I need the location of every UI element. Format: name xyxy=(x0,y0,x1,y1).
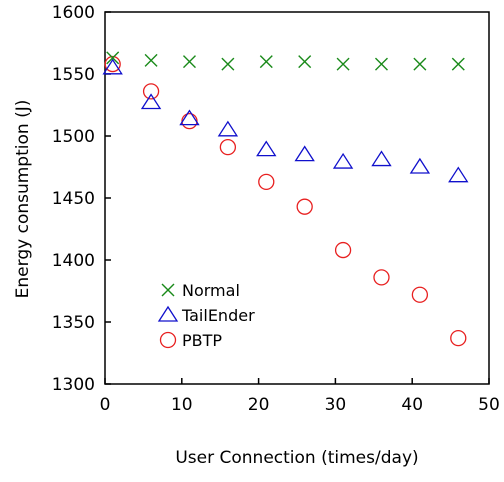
y-axis-label: Energy consumption (J) xyxy=(13,100,33,299)
series-normal xyxy=(106,51,465,71)
data-point-normal xyxy=(221,57,235,71)
data-point-pbtp xyxy=(450,329,467,347)
legend-item-pbtp: PBTP xyxy=(159,331,222,350)
legend-marker xyxy=(159,331,177,349)
y-tick-label: 1350 xyxy=(52,313,95,333)
data-point-pbtp xyxy=(219,139,237,156)
data-point-pbtp xyxy=(296,198,313,215)
data-point-normal xyxy=(182,55,196,69)
data-point-pbtp xyxy=(258,173,275,191)
y-tick-label: 1550 xyxy=(52,65,95,85)
legend-item-normal: Normal xyxy=(161,281,240,300)
legend-marker xyxy=(157,305,179,322)
data-point-tailender xyxy=(294,145,315,162)
x-tick-label: 20 xyxy=(248,395,270,415)
y-axis: 1300 1350 1400 1450 1500 1550 1600 xyxy=(52,3,111,395)
data-point-normal xyxy=(451,57,465,71)
legend-label: Normal xyxy=(182,281,240,300)
data-point-normal xyxy=(144,53,158,67)
y-tick-label: 1400 xyxy=(52,251,95,271)
x-tick-label: 0 xyxy=(100,395,111,415)
series-tailender xyxy=(102,58,469,183)
y-tick-label: 1450 xyxy=(52,189,95,209)
legend-item-tailender: TailEnder xyxy=(157,305,255,325)
x-tick-label: 50 xyxy=(478,395,500,415)
data-point-tailender xyxy=(409,157,431,174)
legend-box xyxy=(152,278,272,354)
data-point-pbtp xyxy=(411,286,429,303)
data-point-normal xyxy=(336,57,350,71)
legend-label: PBTP xyxy=(182,331,222,350)
data-point-tailender xyxy=(448,166,469,183)
data-series xyxy=(102,51,469,347)
data-point-pbtp xyxy=(142,83,160,100)
x-tick-label: 40 xyxy=(401,395,423,415)
data-point-normal xyxy=(298,55,312,69)
data-point-tailender xyxy=(332,152,354,169)
y-tick-label: 1500 xyxy=(52,127,95,147)
y-tick-label: 1600 xyxy=(52,3,95,23)
x-axis-label: User Connection (times/day) xyxy=(175,448,418,468)
data-point-tailender xyxy=(102,58,123,75)
data-point-normal xyxy=(106,51,120,65)
x-axis: 0 10 20 30 40 50 xyxy=(100,378,500,415)
data-point-normal xyxy=(259,55,273,69)
data-point-tailender xyxy=(179,109,200,126)
data-point-normal xyxy=(413,57,427,71)
y-tick-label: 1300 xyxy=(52,375,95,395)
x-tick-label: 30 xyxy=(325,395,347,415)
data-point-tailender xyxy=(217,120,239,137)
legend: Normal TailEnder PBTP xyxy=(152,278,272,354)
data-point-tailender xyxy=(140,93,162,110)
data-point-pbtp xyxy=(334,241,352,259)
data-point-pbtp xyxy=(104,55,121,73)
legend-marker xyxy=(161,283,175,297)
data-point-pbtp xyxy=(373,269,390,286)
data-point-normal xyxy=(374,57,388,71)
legend-label: TailEnder xyxy=(181,306,255,325)
x-tick-label: 10 xyxy=(171,395,193,415)
data-point-tailender xyxy=(256,140,277,157)
data-point-tailender xyxy=(371,150,392,167)
